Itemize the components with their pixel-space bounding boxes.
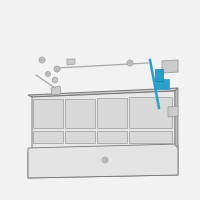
Polygon shape	[33, 131, 63, 143]
Polygon shape	[129, 97, 172, 128]
Circle shape	[46, 72, 50, 76]
Polygon shape	[67, 59, 75, 65]
Polygon shape	[155, 79, 169, 89]
Circle shape	[54, 66, 60, 72]
Polygon shape	[28, 88, 178, 97]
Circle shape	[127, 60, 133, 66]
Polygon shape	[65, 131, 95, 143]
Polygon shape	[28, 144, 178, 178]
Circle shape	[102, 157, 108, 163]
Polygon shape	[168, 106, 178, 117]
Polygon shape	[129, 131, 172, 143]
Polygon shape	[32, 91, 175, 150]
Polygon shape	[51, 86, 61, 95]
Polygon shape	[65, 99, 95, 128]
Polygon shape	[162, 60, 178, 73]
Circle shape	[39, 57, 45, 63]
Polygon shape	[28, 148, 178, 178]
Polygon shape	[52, 77, 58, 83]
Polygon shape	[155, 69, 163, 81]
Polygon shape	[97, 131, 127, 143]
Polygon shape	[33, 99, 63, 128]
Polygon shape	[97, 98, 127, 128]
Polygon shape	[175, 88, 178, 148]
